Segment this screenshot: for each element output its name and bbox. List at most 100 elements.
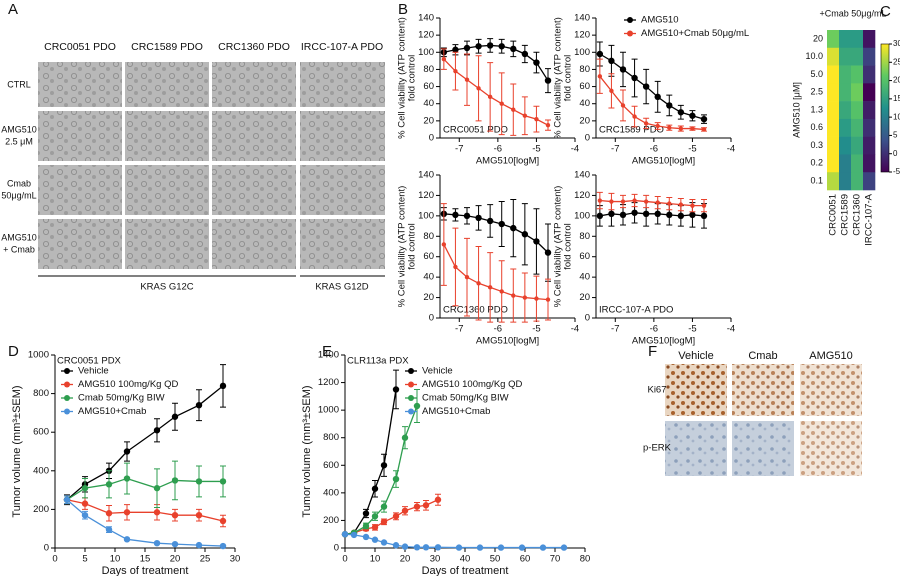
group-label: KRAS G12D — [315, 282, 368, 293]
data-point — [172, 414, 178, 420]
legend-label: AMG510+Cmab — [78, 406, 146, 417]
x-tick-label: -6 — [650, 144, 658, 155]
x-tick-label: 0 — [342, 554, 347, 565]
y-tick-label: 600 — [323, 460, 339, 471]
data-point — [363, 523, 369, 529]
column-label: Vehicle — [678, 350, 713, 362]
y-axis-label: Tumor volume (mm³±SEM) — [301, 385, 313, 517]
data-point — [678, 213, 684, 219]
data-point — [435, 497, 441, 503]
x-tick-label: 40 — [460, 554, 471, 565]
data-point — [598, 198, 602, 202]
x-tick-label: 15 — [140, 554, 151, 565]
column-label: IRCC-107-A PDO — [301, 41, 383, 53]
series-line — [345, 389, 396, 534]
data-point — [621, 103, 625, 107]
data-point — [690, 126, 694, 130]
x-tick-label: -5 — [532, 144, 540, 155]
column-label: IRCC-107-A — [864, 193, 875, 245]
micrographs — [38, 62, 385, 276]
data-point — [64, 497, 70, 503]
legend-label: Cmab 50mg/Kg BIW — [422, 393, 509, 404]
chart-title: +Cmab 50μg/mL — [820, 8, 887, 18]
y-tick-label: 80 — [423, 231, 434, 242]
y-tick-label: 20 — [423, 292, 434, 303]
data-point — [511, 293, 515, 297]
data-point — [464, 45, 470, 51]
data-point — [655, 94, 661, 100]
data-point — [82, 500, 88, 506]
data-point — [620, 66, 626, 72]
data-point — [488, 95, 492, 99]
y-tick-label: 140 — [574, 170, 590, 181]
data-point — [196, 478, 202, 484]
data-point — [172, 477, 178, 483]
y-tick-label: 200 — [33, 504, 49, 515]
heat-cell — [863, 48, 875, 66]
heat-cell — [851, 101, 863, 119]
data-point — [351, 532, 357, 538]
row-label: 2.5 — [810, 87, 823, 97]
colorbar-label: 20 — [893, 76, 900, 85]
legend-marker — [627, 17, 633, 23]
group-label: KRAS G12C — [140, 282, 193, 293]
data-point — [106, 481, 112, 487]
data-point — [124, 509, 130, 515]
y-tick-label: 0 — [585, 133, 590, 144]
data-point — [656, 124, 660, 128]
heat-cell — [851, 48, 863, 66]
panel-letter: D — [8, 343, 19, 360]
y-tick-label: 0 — [585, 313, 590, 324]
data-point — [701, 116, 707, 122]
heat-cell — [851, 154, 863, 172]
x-tick-label: 20 — [170, 554, 181, 565]
column-label: CRC0051 PDO — [44, 41, 116, 53]
row-label: 10.0 — [805, 51, 823, 61]
data-point — [631, 75, 637, 81]
y-tick-label: 140 — [574, 13, 590, 24]
data-point — [372, 524, 378, 530]
data-point — [106, 526, 112, 532]
legend-marker — [408, 409, 414, 415]
data-point — [701, 213, 707, 219]
series-line — [444, 244, 548, 299]
data-point — [423, 502, 429, 508]
y-tick-label: 400 — [323, 487, 339, 498]
series-line — [444, 59, 548, 125]
data-point — [487, 42, 493, 48]
heat-cell — [863, 83, 875, 101]
data-point — [666, 102, 672, 108]
data-point — [523, 114, 527, 118]
data-point — [154, 540, 160, 546]
data-point — [465, 78, 469, 82]
x-tick-label: -7 — [455, 324, 463, 335]
data-point — [453, 265, 457, 269]
heat-cell — [839, 48, 851, 66]
heat-cell — [851, 66, 863, 84]
data-point — [423, 544, 429, 550]
annotation: CLR113a PDX — [347, 356, 409, 367]
data-point — [608, 211, 614, 217]
legend-marker — [64, 368, 70, 374]
data-point — [667, 126, 671, 130]
heat-cell — [827, 30, 839, 48]
row-label: Ki67 — [647, 385, 666, 396]
y-tick-label: 0 — [429, 313, 434, 324]
data-point — [154, 485, 160, 491]
legend-marker — [627, 31, 633, 37]
data-point — [442, 242, 446, 246]
data-point — [363, 534, 369, 540]
row-label: 0.2 — [810, 158, 823, 168]
heat-cell — [863, 119, 875, 137]
row-label: 2.5 μM — [5, 136, 33, 146]
x-tick-label: 30 — [430, 554, 441, 565]
heat-cell — [827, 172, 839, 190]
data-point — [154, 509, 160, 515]
data-point — [435, 544, 441, 550]
x-tick-label: 25 — [200, 554, 211, 565]
row-label: 0.6 — [810, 122, 823, 132]
y-axis-label: fold control — [407, 223, 418, 269]
row-label: p-ERK — [643, 443, 672, 454]
data-point — [393, 513, 399, 519]
data-point — [500, 102, 504, 106]
